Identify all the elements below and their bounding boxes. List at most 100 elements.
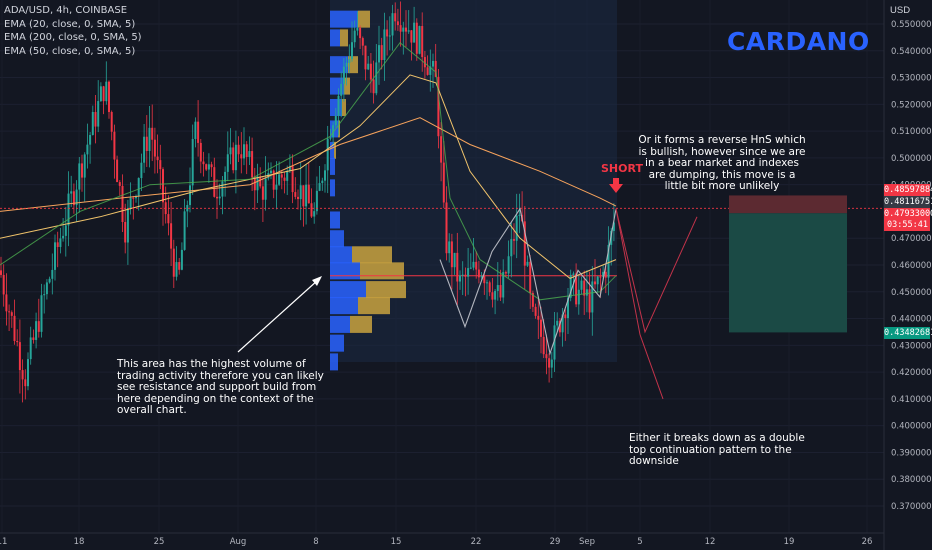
candle-body [318,183,321,191]
candle-body [81,163,83,178]
candle-body [40,295,43,332]
volume-bar-up [330,10,358,28]
take-profit-zone [729,213,847,333]
candle-body [421,26,424,58]
candle-body [504,272,507,274]
candle-body [434,60,437,77]
countdown-badge: 03:55:41 [884,219,930,231]
candle-body [486,282,488,284]
candle-body [507,256,510,274]
annotation-arrow-line [237,279,319,353]
candle-body [302,185,305,207]
candle-body [2,274,5,295]
candle-body [540,319,542,337]
candle-body [426,67,429,75]
candle-body [91,111,94,135]
short-label: SHORT [601,162,643,175]
candle-body [21,370,24,380]
candle-body [556,320,559,326]
candle-body [24,379,27,387]
candle-body [226,154,229,172]
volume-bar-down [338,120,340,138]
candle-body [56,242,59,247]
candle-body [213,167,216,197]
short-position-tool[interactable] [729,195,847,333]
candle-body [356,27,359,31]
volume-bar-up [330,334,344,352]
candle-body [70,191,73,194]
candle-body [499,285,502,298]
candle-body [337,95,340,116]
candle-body [542,336,545,355]
candle-body [202,161,205,165]
candle-body [253,177,256,191]
x-tick-label: 19 [784,537,795,547]
candle-body [510,239,513,257]
candle-body [283,177,286,181]
candle-body [440,136,443,163]
candle-body [83,154,86,178]
y-tick-label: 0.52000000 [891,100,932,110]
candle-body [18,342,21,371]
candle-body [413,22,416,43]
y-tick-label: 0.43000000 [891,341,932,351]
x-tick-label: Sep [579,537,595,547]
candle-body [378,45,380,63]
y-tick-label: 0.53000000 [891,74,932,84]
candle-body [459,275,461,282]
candle-body [0,270,2,275]
x-tick-label: 22 [471,537,482,547]
candle-body [37,321,40,332]
volume-bar-down [340,29,348,47]
candle-body [513,239,515,241]
candle-body [550,359,553,368]
volume-bar-up [330,211,340,229]
candle-body [45,282,48,295]
candle-body [418,26,421,54]
candle-body [477,269,480,278]
candle-body [461,274,464,276]
candle-body [348,59,351,63]
candle-body [16,340,19,343]
candle-body [221,181,224,197]
ema50-label[interactable]: EMA (50, close, 0, SMA, 5) [4,45,136,57]
candle-body [494,290,497,300]
y-tick-label: 0.41000000 [891,395,932,405]
volume-bar-up [330,230,344,248]
candle-body [359,27,362,39]
ema200-label[interactable]: EMA (200, close, 0, SMA, 5) [4,32,142,43]
candle-body [410,30,413,43]
candle-body [375,62,378,94]
volume-bar-down [350,315,372,333]
candle-body [372,79,375,94]
y-tick-label: 0.47000000 [891,234,932,244]
candle-body [299,185,302,200]
candle-body [124,221,127,243]
indicator-legend: ADA/USD, 4h, COINBASE EMA (20, close, 0,… [4,4,142,58]
candle-body [294,192,297,197]
short-arrow-stem [613,178,619,185]
candle-body [162,169,164,203]
candle-body [591,281,594,313]
y-tick-label: 0.42000000 [891,368,932,378]
candle-body [342,66,345,84]
candle-body [472,261,475,268]
candle-body [105,81,108,102]
pattern-drawings[interactable] [237,178,698,400]
x-tick-label: 15 [391,537,402,547]
candle-body [8,311,11,313]
candle-body [329,137,332,139]
candle-body [148,127,151,151]
y-tick-label: 0.50000000 [891,154,932,164]
volume-bar-down [344,77,350,95]
candle-body [432,60,434,67]
candle-body [518,214,521,216]
candle-body [10,312,13,316]
candle-body [207,164,210,170]
symbol-label[interactable]: ADA/USD, 4h, COINBASE [4,5,128,16]
candle-body [261,186,264,200]
volume-bar-up [330,262,360,280]
y-tick-label: 0.40000000 [891,422,932,432]
ema20-label[interactable]: EMA (20, close, 0, SMA, 5) [4,18,136,30]
